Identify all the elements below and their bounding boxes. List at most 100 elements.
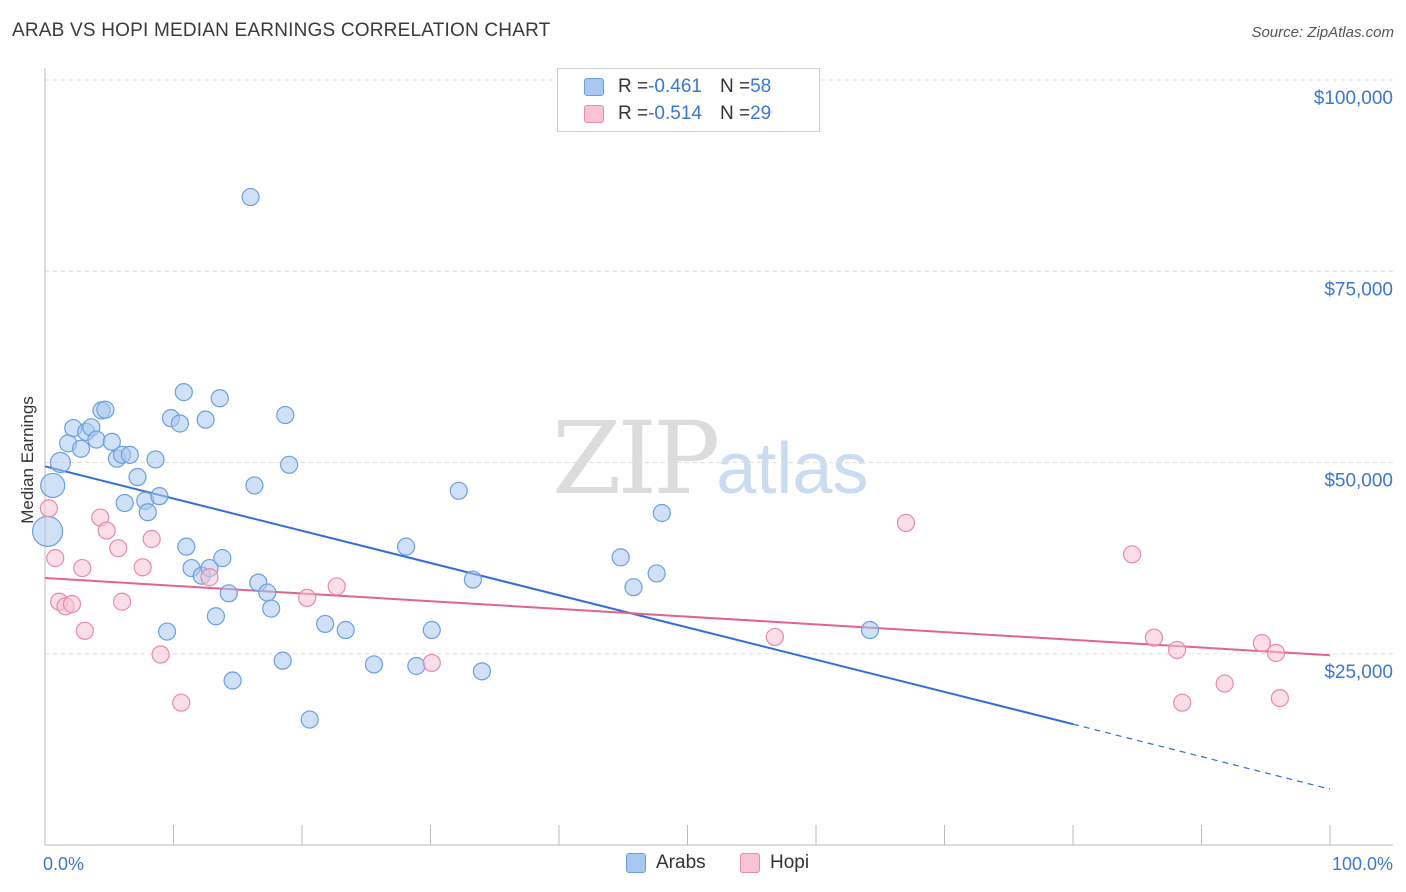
point-arabs: [174, 383, 193, 402]
hopi-swatch: [740, 853, 760, 873]
point-arabs: [422, 620, 441, 640]
legend-label-arabs: Arabs: [656, 852, 706, 873]
point-arabs: [624, 578, 643, 597]
y-tick-label: $100,000: [1314, 88, 1393, 109]
watermark-zip: ZIP: [552, 400, 720, 517]
point-arabs: [407, 656, 426, 676]
point-arabs: [223, 671, 242, 690]
point-arabs: [138, 503, 157, 522]
point-arabs: [449, 481, 468, 500]
y-axis-label: Median Earnings: [18, 396, 37, 524]
r-value: -0.461: [648, 76, 702, 97]
point-arabs: [96, 400, 115, 419]
point-hopi: [1266, 643, 1286, 663]
arabs-swatch: [584, 78, 604, 96]
y-tick-label: $75,000: [1324, 279, 1393, 300]
point-arabs: [262, 599, 281, 618]
point-arabs: [463, 570, 483, 589]
point-arabs: [206, 607, 226, 626]
chart-title: ARAB VS HOPI MEDIAN EARNINGS CORRELATION…: [12, 20, 551, 41]
legend-label-hopi: Hopi: [770, 852, 810, 873]
point-arabs: [300, 710, 319, 729]
point-hopi: [75, 621, 94, 640]
point-hopi: [896, 513, 916, 533]
point-hopi: [112, 592, 132, 611]
point-hopi: [1173, 693, 1192, 712]
point-hopi: [1144, 628, 1164, 647]
point-hopi: [200, 568, 219, 587]
n-value: 58: [750, 76, 772, 97]
point-hopi: [39, 499, 58, 518]
n-label: N =: [719, 103, 751, 124]
point-arabs: [652, 503, 671, 523]
point-hopi: [142, 529, 161, 549]
point-arabs: [396, 537, 416, 556]
point-hopi: [298, 588, 317, 608]
point-hopi: [327, 577, 346, 596]
point-arabs: [146, 450, 165, 469]
point-arabs: [647, 564, 666, 583]
point-arabs: [364, 655, 384, 674]
point-arabs: [115, 493, 134, 513]
n-value: 29: [750, 103, 772, 124]
point-arabs: [611, 548, 630, 567]
point-hopi: [422, 653, 441, 673]
point-arabs: [170, 414, 190, 433]
point-hopi: [1270, 689, 1289, 708]
point-hopi: [151, 645, 170, 664]
trend-extrapolation-arabs: [1072, 723, 1331, 790]
point-arabs: [241, 187, 260, 207]
point-arabs: [177, 537, 196, 556]
n-label: N =: [719, 76, 751, 97]
point-hopi: [62, 594, 82, 614]
point-arabs: [150, 487, 169, 506]
point-arabs: [71, 439, 91, 458]
point-arabs: [102, 432, 121, 451]
point-arabs: [273, 651, 292, 670]
x-tick-label: 100.0%: [1332, 854, 1393, 874]
trend-line-hopi: [44, 577, 1331, 657]
y-tick-label: $25,000: [1324, 662, 1393, 683]
point-hopi: [765, 627, 784, 647]
point-hopi: [46, 549, 65, 568]
point-arabs: [120, 445, 139, 464]
trend-lines: [44, 465, 1331, 790]
point-hopi: [73, 558, 92, 578]
correlation-legend: R = -0.461 N = 58 R = -0.514 N = 29: [557, 68, 820, 132]
legend-item-hopi[interactable]: Hopi: [740, 852, 809, 874]
point-arabs: [860, 620, 880, 640]
point-arabs: [245, 476, 264, 495]
arabs-swatch: [626, 853, 646, 873]
point-hopi: [1252, 633, 1271, 653]
zipatlas-watermark: ZIPatlas: [552, 400, 868, 517]
watermark-atlas: atlas: [716, 429, 869, 509]
r-value: -0.514: [648, 103, 702, 124]
point-arabs: [40, 472, 66, 499]
legend-row-arabs: R = -0.461 N = 58: [584, 74, 771, 100]
trend-line-arabs: [44, 465, 1074, 726]
point-hopi: [109, 539, 128, 558]
point-arabs: [219, 584, 238, 603]
point-arabs: [49, 451, 72, 474]
x-tick-label: 0.0%: [43, 854, 84, 874]
point-arabs: [196, 410, 215, 429]
point-arabs: [258, 583, 277, 602]
point-arabs: [213, 549, 232, 568]
point-hopi: [1215, 674, 1234, 693]
point-hopi: [1167, 640, 1187, 660]
r-label: R =: [618, 76, 649, 97]
y-tick-label: $50,000: [1324, 471, 1393, 492]
point-hopi: [97, 521, 116, 540]
point-hopi: [133, 558, 152, 577]
point-arabs: [210, 389, 229, 408]
point-arabs: [157, 622, 177, 641]
point-arabs: [336, 620, 355, 640]
source-credit: Source: ZipAtlas.com: [1251, 24, 1394, 41]
legend-item-arabs[interactable]: Arabs: [626, 852, 706, 874]
r-label: R =: [618, 103, 649, 124]
point-arabs: [280, 455, 299, 474]
point-hopi: [172, 693, 191, 712]
data-points: [31, 187, 1289, 729]
point-arabs: [472, 662, 491, 681]
